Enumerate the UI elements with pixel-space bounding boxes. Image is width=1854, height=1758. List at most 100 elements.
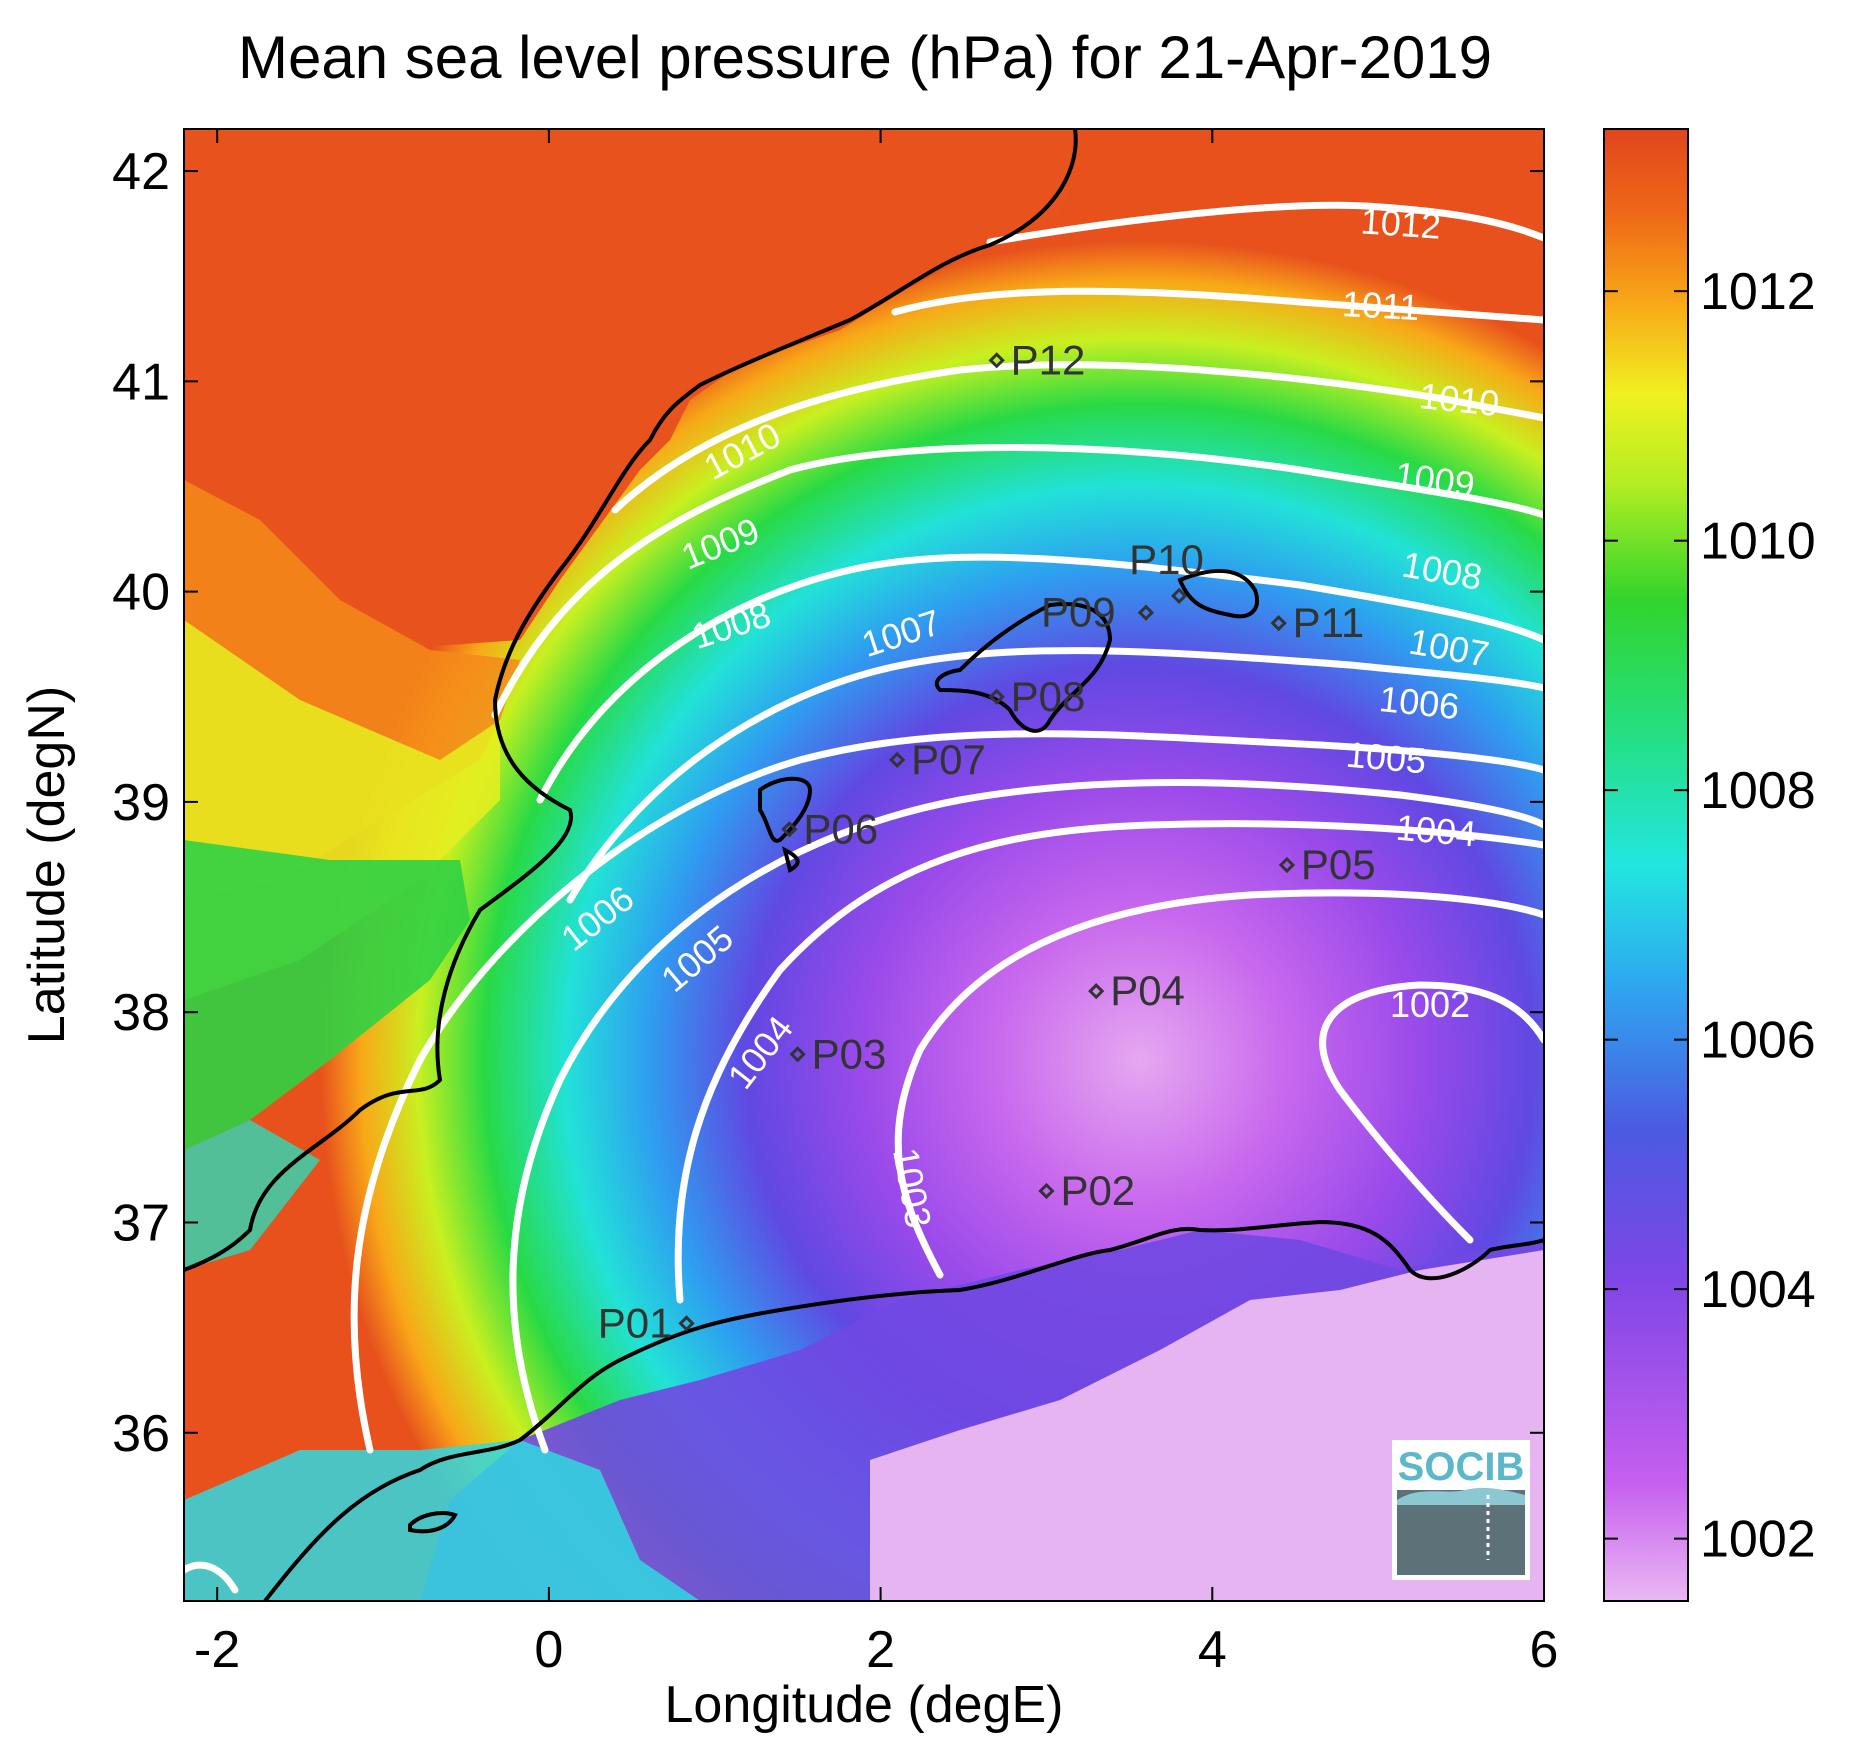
colorbar <box>1603 128 1689 1602</box>
land-iberia-green <box>184 840 470 1150</box>
contour-1006-sw <box>184 1561 239 1594</box>
contour-label-1006-east: 1006 <box>1377 678 1461 727</box>
colorbar-tick-label: 1010 <box>1700 513 1816 571</box>
x-tick-label: 6 <box>1530 1621 1559 1679</box>
station-label: P03 <box>812 1030 887 1077</box>
y-axis-label: Latitude (degN) <box>18 686 76 1044</box>
y-tick-label: 38 <box>112 984 170 1042</box>
contour-1004 <box>674 820 1544 1304</box>
contour-label-1012: 1012 <box>1359 200 1442 246</box>
colorbar-tick-label: 1002 <box>1700 1511 1816 1569</box>
logo-wave-icon <box>1397 1487 1525 1505</box>
y-tick-label: 42 <box>112 143 170 201</box>
y-axis-ticks: 42 41 40 39 38 37 36 <box>112 143 1544 1463</box>
station-p02: P02 <box>1038 1167 1135 1214</box>
x-tick-label: -2 <box>194 1621 240 1679</box>
station-label: P05 <box>1301 841 1376 888</box>
contour-1002 <box>1319 981 1544 1244</box>
contour-label-1004-east: 1004 <box>1394 807 1477 855</box>
station-marker-icon <box>1278 856 1296 874</box>
colorbar-tick-label: 1012 <box>1700 263 1816 321</box>
colorbar-tick-label: 1004 <box>1700 1261 1816 1319</box>
station-marker-icon <box>889 751 906 768</box>
station-marker-icon <box>1038 1182 1055 1200</box>
station-p06: P06 <box>781 805 878 852</box>
colorbar-tick-label: 1008 <box>1700 762 1816 820</box>
station-p11: P11 <box>1270 599 1365 646</box>
station-marker-icon <box>781 821 798 838</box>
x-axis-label: Longitude (degE) <box>665 1676 1064 1734</box>
chart-title: Mean sea level pressure (hPa) for 21-Apr… <box>238 24 1492 91</box>
station-label: P06 <box>803 805 878 852</box>
station-label: P12 <box>1011 336 1086 383</box>
station-label: P11 <box>1293 599 1365 646</box>
station-label: P10 <box>1129 536 1204 583</box>
station-p10: P10 <box>1129 536 1204 604</box>
contour-1003 <box>894 889 1544 1279</box>
stations: P01 P02 P03 P04 P05 P06 P07 P08 P09 P10 P11 P12 <box>598 336 1376 1346</box>
station-label: P01 <box>598 1299 673 1346</box>
land-iberia-north <box>184 129 1080 650</box>
y-tick-label: 36 <box>112 1405 170 1463</box>
station-p03: P03 <box>789 1030 887 1077</box>
x-tick-label: 4 <box>1198 1621 1227 1679</box>
station-marker-icon <box>1088 983 1105 1000</box>
contour-1006 <box>350 730 1544 1454</box>
contour-1008 <box>536 553 1544 804</box>
y-tick-label: 39 <box>112 774 170 832</box>
contour-1011 <box>891 287 1544 324</box>
station-label: P09 <box>1041 589 1116 636</box>
contour-1009 <box>491 444 1544 719</box>
station-marker-icon <box>1170 587 1188 604</box>
land-africa-pink <box>870 1250 1544 1601</box>
station-p05: P05 <box>1278 841 1376 888</box>
station-p12: P12 <box>988 336 1086 383</box>
station-marker-icon <box>988 688 1005 705</box>
plot-frame <box>183 128 1545 1602</box>
coast-alboran-island <box>408 1511 458 1534</box>
plot-area: 1012 1011 1010 1010 1009 1009 1008 1008 … <box>184 129 1544 1601</box>
coast-africa-north <box>263 1219 1544 1601</box>
land-iberia-south <box>184 1120 320 1270</box>
y-tick-label: 37 <box>112 1194 170 1252</box>
station-label: P08 <box>1011 673 1086 720</box>
y-tick-label: 40 <box>112 564 170 622</box>
station-label: P02 <box>1060 1167 1135 1214</box>
coast-mallorca <box>934 602 1113 733</box>
coast-ibiza <box>758 776 813 843</box>
x-tick-label: 2 <box>866 1621 895 1679</box>
station-marker-icon <box>1270 615 1287 632</box>
station-p07: P07 <box>889 736 986 783</box>
colorbar-tick-label: 1006 <box>1700 1012 1816 1070</box>
station-p08: P08 <box>988 673 1086 720</box>
contour-1005 <box>509 779 1544 1454</box>
contour-1007 <box>566 647 1544 904</box>
coastlines <box>184 129 1544 1601</box>
contour-1010 <box>611 361 1544 514</box>
contour-1012 <box>986 201 1544 246</box>
coast-formentera <box>782 846 800 873</box>
y-tick-label: 41 <box>112 353 170 411</box>
contour-label-1005-east: 1005 <box>1344 734 1427 782</box>
land-africa-cyan <box>184 1440 700 1601</box>
socib-logo: SOCIB <box>1392 1440 1530 1580</box>
contour-label-1011: 1011 <box>1341 283 1420 328</box>
station-p01: P01 <box>598 1299 695 1346</box>
x-tick-label: 0 <box>534 1621 563 1679</box>
logo-text: SOCIB <box>1398 1445 1525 1489</box>
x-axis-ticks: -2 0 2 4 6 <box>194 129 1558 1679</box>
station-label: P04 <box>1110 967 1185 1014</box>
station-marker-icon <box>789 1046 806 1063</box>
contour-label-1002: 1002 <box>1390 984 1470 1025</box>
coast-menorca <box>1177 569 1259 619</box>
station-p04: P04 <box>1088 967 1185 1014</box>
contour-label-1010-east: 1010 <box>1417 375 1501 424</box>
contour-lines <box>184 201 1544 1594</box>
station-p09: P09 <box>1041 589 1155 636</box>
station-marker-icon <box>678 1315 695 1332</box>
station-marker-icon <box>988 352 1005 369</box>
station-marker-icon <box>1137 604 1155 621</box>
coast-iberia-east <box>184 129 1078 1272</box>
station-label: P07 <box>911 736 986 783</box>
